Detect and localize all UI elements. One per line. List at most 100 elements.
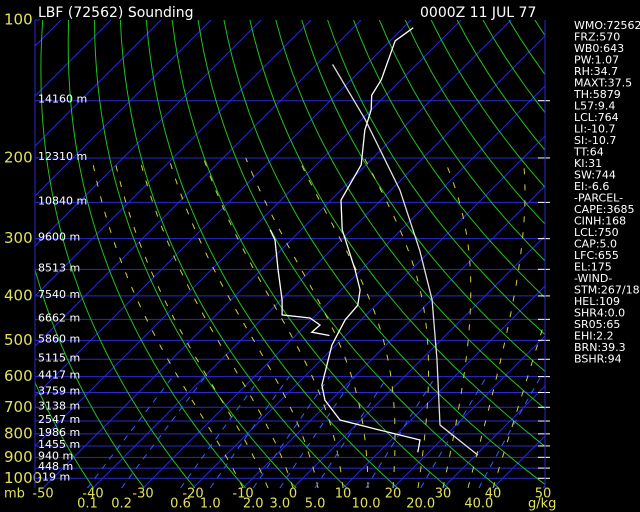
dry-adiabat (35, 267, 145, 488)
index-text: BRN:39.3 (574, 341, 626, 354)
mixing-ratio-unit: g/kg (528, 497, 556, 512)
profile-line (269, 229, 330, 337)
isotherm-extra (35, 20, 212, 197)
isotherm (142, 85, 545, 488)
mixing-ratio-line (314, 376, 389, 488)
mixing-ratio-label: 1.0 (200, 497, 221, 512)
chart-title: LBF (72562) Sounding (38, 5, 194, 21)
height-label: 1986 m (38, 426, 80, 439)
x-tick-label: 50 (535, 487, 552, 502)
height-label: 2547 m (38, 413, 80, 426)
mixing-ratio-line (252, 376, 331, 488)
moist-adiabat (91, 157, 244, 488)
y-tick-label: 800 (4, 424, 33, 442)
y-unit: mb (4, 487, 25, 502)
mixing-ratio-label: 0.1 (77, 497, 98, 512)
profile-line (321, 27, 421, 453)
mixing-ratio-label: 5.0 (305, 497, 326, 512)
height-label: 448 m (38, 460, 73, 473)
y-tick-label: 100 (4, 11, 33, 29)
height-label: 14160 m (38, 93, 87, 106)
index-text: SI:-10.7 (574, 134, 616, 147)
index-text: MAXT:37.5 (574, 77, 632, 90)
moist-adiabat (467, 157, 526, 488)
isotherm-extra (35, 20, 312, 297)
y-tick-label: 500 (4, 331, 33, 349)
x-tick-label: -50 (32, 487, 53, 502)
moist-adiabat (203, 157, 344, 488)
x-tick-label: -30 (132, 487, 153, 502)
index-text: TT:64 (573, 146, 604, 159)
dry-adiabat (327, 20, 545, 336)
isotherm-extra (35, 20, 362, 347)
x-tick-label: 30 (435, 487, 452, 502)
index-text: BSHR:94 (574, 353, 622, 366)
grid (35, 20, 545, 488)
mixing-ratio-line (209, 376, 290, 488)
index-text: LCL:750 (574, 226, 619, 239)
index-text: LCL:764 (574, 111, 619, 124)
index-text: KI:31 (574, 157, 602, 170)
index-text: HEL:109 (574, 295, 620, 308)
dry-adiabat (145, 20, 398, 488)
index-text: WB0:643 (574, 42, 624, 55)
index-text: SR05:65 (574, 318, 620, 331)
y-tick-label: 200 (4, 148, 33, 166)
index-text: PW:1.07 (574, 54, 619, 67)
index-text: CAPE:3685 (574, 203, 635, 216)
dry-adiabat (275, 20, 545, 410)
x-tick-label: 0 (289, 487, 297, 502)
isotherm (242, 185, 545, 488)
mixing-ratio-label: 10.0 (352, 497, 381, 512)
index-text: -WIND- (574, 272, 612, 285)
indices: WMO:72562FRZ:570WB0:643PW:1.07RH:34.7MAX… (573, 19, 640, 366)
height-label: 6662 m (38, 311, 80, 324)
dry-adiabat (301, 20, 545, 373)
index-text: SHR4:0.0 (574, 307, 625, 320)
y-tick-label: 1000 (4, 469, 42, 487)
mixing-ratio-line (478, 376, 542, 488)
dry-adiabat (171, 20, 449, 488)
isotherm (342, 285, 545, 488)
index-text: EHI:2.2 (574, 330, 614, 343)
isotherm (292, 235, 545, 488)
moist-adiabat (113, 157, 269, 488)
moist-adiabat (139, 157, 294, 488)
x-tick-label: 40 (485, 487, 502, 502)
isotherm-extra (35, 20, 262, 247)
index-text: EL:175 (574, 261, 612, 274)
mixing-ratio-label: 20.0 (406, 497, 435, 512)
height-label: -19 m (38, 470, 70, 483)
index-text: TH:5879 (573, 88, 621, 101)
index-text: RH:34.7 (574, 65, 618, 78)
isotherm (442, 385, 545, 488)
dry-adiabat (249, 20, 545, 448)
dry-adiabat (119, 20, 348, 488)
index-text: CINH:168 (574, 215, 626, 228)
index-text: CAP:5.0 (574, 238, 617, 251)
height-label: 8513 m (38, 261, 80, 274)
profile-line (332, 64, 479, 456)
dry-adiabat (378, 20, 545, 262)
index-text: L57:9.4 (574, 100, 615, 113)
isotherm-extra (35, 20, 462, 447)
dry-adiabat (353, 20, 545, 299)
y-tick-label: 300 (4, 229, 33, 247)
moist-adiabat (442, 157, 472, 488)
mixing-ratio-line (365, 376, 436, 488)
moist-adiabat (363, 157, 429, 488)
dry-adiabat (404, 20, 545, 225)
dry-adiabat (94, 20, 297, 488)
isotherm-extra (35, 20, 412, 397)
index-text: -PARCEL- (574, 192, 623, 205)
index-text: LI:-10.7 (574, 123, 616, 136)
mixing-ratio-label: 3.0 (270, 497, 291, 512)
labels: -50 -40 -30 -20 -10 0 10 20 30 40 50 14160 m 12310 m… (4, 11, 551, 512)
dry-adiabat (67, 20, 246, 488)
height-label: 1455 m (38, 438, 80, 451)
mixing-ratio-label: 0.6 (170, 497, 191, 512)
isotherm (192, 135, 545, 488)
